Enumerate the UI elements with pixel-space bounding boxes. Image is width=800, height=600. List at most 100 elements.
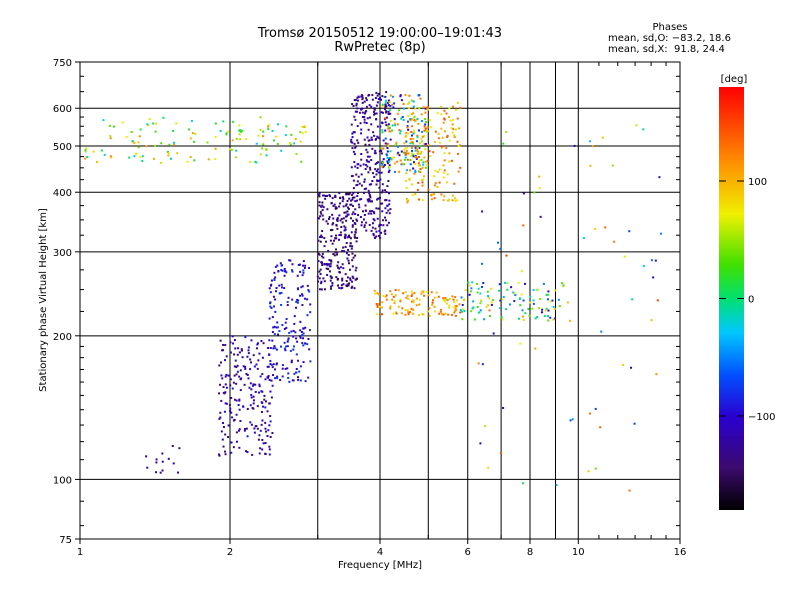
data-point [384,295,387,298]
data-point [514,294,517,297]
data-point [279,378,282,381]
data-point [546,293,549,296]
data-point [280,345,283,348]
data-point [438,181,441,184]
data-point [145,455,148,458]
data-point [519,304,522,307]
data-point [366,117,369,120]
data-point [230,451,233,454]
data-point [235,149,238,152]
data-point [400,312,403,315]
data-point [353,287,356,290]
data-point [131,140,134,143]
data-point [128,156,131,159]
data-point [172,129,175,132]
data-point [346,200,349,203]
data-point [253,365,256,368]
data-point [487,295,490,298]
data-point [84,150,87,153]
data-point [396,112,399,115]
data-point [239,389,242,392]
data-point [428,307,431,310]
data-point [348,236,351,239]
data-point [399,132,402,135]
data-point [219,129,222,132]
data-point [587,470,590,473]
y-axis-label: Stationary phase Virtual Height [km] [38,208,49,392]
data-point [365,105,368,108]
data-point [84,157,87,160]
data-point [328,265,331,268]
data-point [351,259,354,262]
data-point [247,346,250,349]
data-point [321,209,324,212]
data-point [506,288,509,291]
data-point [290,361,293,364]
data-point [342,205,345,208]
x-tick-label: 10 [572,547,585,558]
data-point [358,206,361,209]
data-point [386,143,389,146]
data-point [412,161,415,164]
data-point [225,132,228,135]
data-point [375,303,378,306]
data-point [307,376,310,379]
data-point [591,145,594,148]
data-point [412,308,415,311]
data-point [335,237,338,240]
data-point [351,174,354,177]
data-point [492,299,495,302]
x-tick-label: 16 [674,547,687,558]
data-point [336,227,339,230]
data-point [227,436,230,439]
data-point [522,482,525,485]
data-point [284,321,287,324]
data-point [336,277,339,280]
data-point [389,104,392,107]
data-point [353,153,356,156]
data-point [346,236,349,239]
data-point [363,116,366,119]
data-point [512,291,515,294]
data-point [247,352,250,355]
data-point [225,355,228,358]
data-point [304,342,307,345]
data-point [243,429,246,432]
data-point [349,199,352,202]
data-point [410,290,413,293]
data-point [349,217,352,220]
data-point [498,289,501,292]
data-point [438,312,441,315]
data-point [426,163,429,166]
data-point [462,308,465,311]
data-point [413,172,416,175]
data-point [473,318,476,321]
data-point [190,119,193,122]
data-point [421,166,424,169]
data-point [656,299,659,302]
data-point [387,110,390,113]
data-point [433,305,436,308]
data-point [268,453,271,456]
data-point [320,234,323,237]
data-point [338,234,341,237]
data-point [331,228,334,231]
data-point [280,303,283,306]
data-point [367,171,370,174]
data-point [501,318,504,321]
y-tick-label: 600 [53,104,72,115]
data-point [546,298,549,301]
data-point [365,99,368,102]
data-point [355,184,358,187]
data-point [263,394,266,397]
data-point [396,145,399,148]
data-point [336,264,339,267]
data-point [250,396,253,399]
data-point [355,228,358,231]
data-point [378,229,381,232]
data-point [351,141,354,144]
data-point [155,461,158,464]
data-point [152,122,155,125]
data-point [630,366,633,369]
data-point [459,308,462,311]
